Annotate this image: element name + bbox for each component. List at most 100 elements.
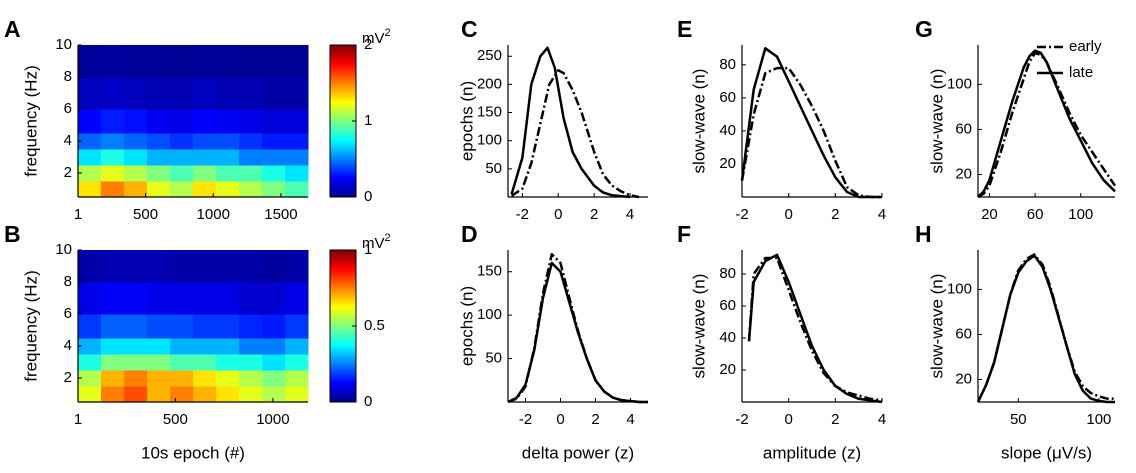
unit-text: mV [362,30,385,47]
heatmap-cell [262,338,286,355]
y-axis-label: slow-wave (n) [927,274,946,379]
x-tick-label: 20 [981,206,998,223]
x-tick-label: 50 [1010,411,1027,428]
heatmap-cell [170,338,194,355]
heatmap-cell [193,386,217,403]
y-tick-label: 20 [719,155,736,172]
y-axis-label: epochs (n) [457,286,476,366]
heatmap-cell [262,314,286,339]
heatmap-cell [216,250,240,283]
heatmap-cell [124,354,148,371]
heatmap-cell [193,354,217,371]
heatmap-cell [284,77,309,110]
heatmap-cell [193,370,217,387]
heatmap-cell [146,77,171,110]
y-axis-label: frequency (Hz) [21,65,40,176]
heatmap-cell [100,149,125,166]
y-tick-label: 100 [477,306,502,323]
heatmap-cell [101,250,125,283]
x-tick-label: 100 [1068,206,1093,223]
heatmap-cell [123,109,148,134]
y-axis-label: slow-wave (n) [689,69,708,174]
heatmap-cell [170,386,194,403]
x-axis-label: 10s epoch (#) [141,443,245,462]
panel-letter: F [677,221,691,247]
y-tick-label: 60 [719,89,736,106]
heatmap-cell [193,250,217,283]
heatmap-cell [193,282,217,315]
y-tick-label: 60 [955,325,972,342]
heatmap-cell [146,149,171,166]
x-tick-label: 1000 [256,411,289,428]
y-tick-label: 150 [477,104,502,121]
heatmap-cell [124,282,148,315]
panel-letter: H [915,221,932,247]
y-tick-label: 60 [719,297,736,314]
x-axis-label: amplitude (z) [763,443,861,462]
heatmap-cell [192,181,217,198]
y-tick-label: 2 [64,369,72,386]
x-axis-label: slope (μV/s) [1001,443,1092,462]
heatmap-cell [239,354,263,371]
heatmap-cell [216,370,240,387]
heatmap-cell [261,181,286,198]
heatmap-cell [262,354,286,371]
heatmap-cell [169,77,194,110]
x-tick-label: 100 [1086,411,1111,428]
heatmap-cell [238,109,263,134]
x-tick-label: 0 [784,206,792,223]
heatmap-cell [215,45,240,78]
heatmap-cell [170,370,194,387]
heatmap-cell [192,149,217,166]
x-tick-label: 1500 [264,206,297,223]
x-axis-label: delta power (z) [522,443,634,462]
y-tick-label: 20 [955,165,972,182]
heatmap-cell [261,77,286,110]
heatmap-cell [284,165,309,182]
colorbar-unit: mV2 [362,232,391,252]
heatmap-cell [284,149,309,166]
heatmap-cell [169,45,194,78]
y-tick-label: 100 [947,75,972,92]
heatmap-cell [192,45,217,78]
heatmap-cell [124,250,148,283]
y-tick-label: 200 [477,75,502,92]
heatmap-cell [261,45,286,78]
heatmap-cell [239,338,263,355]
x-tick-label: 1000 [197,206,230,223]
x-tick-label: 0 [554,206,562,223]
heatmap-cell [261,109,286,134]
y-axis-label: slow-wave (n) [927,69,946,174]
heatmap-cell [123,165,148,182]
unit-superscript: 2 [385,232,391,244]
heatmap-cell [169,181,194,198]
heatmap-cell [261,149,286,166]
y-tick-label: 100 [477,132,502,149]
heatmap-cell [285,386,309,403]
heatmap-cell [147,314,171,339]
panel-letter: C [461,16,478,42]
heatmap-cell [147,338,171,355]
series-line [740,66,882,199]
heatmap-cell [146,109,171,134]
heatmap-cell [78,338,102,355]
panel-letter: D [461,221,478,247]
y-tick-label: 40 [719,122,736,139]
heatmap-cell [238,77,263,110]
heatmap-cell [239,282,263,315]
y-tick-label: 150 [477,263,502,280]
heatmap-cell [193,338,217,355]
heatmap-cell [215,181,240,198]
heatmap-cell [284,45,309,78]
heatmap-cell [170,314,194,339]
heatmap-cell [262,250,286,283]
y-tick-label: 50 [485,350,502,367]
heatmap-cell [146,165,171,182]
heatmap-cell [216,386,240,403]
heatmap-cell [78,149,102,166]
heatmap-cell [147,282,171,315]
heatmap-cell [238,133,263,150]
heatmap-cell [239,370,263,387]
heatmap-cell [147,354,171,371]
panel-letter: A [4,16,21,42]
